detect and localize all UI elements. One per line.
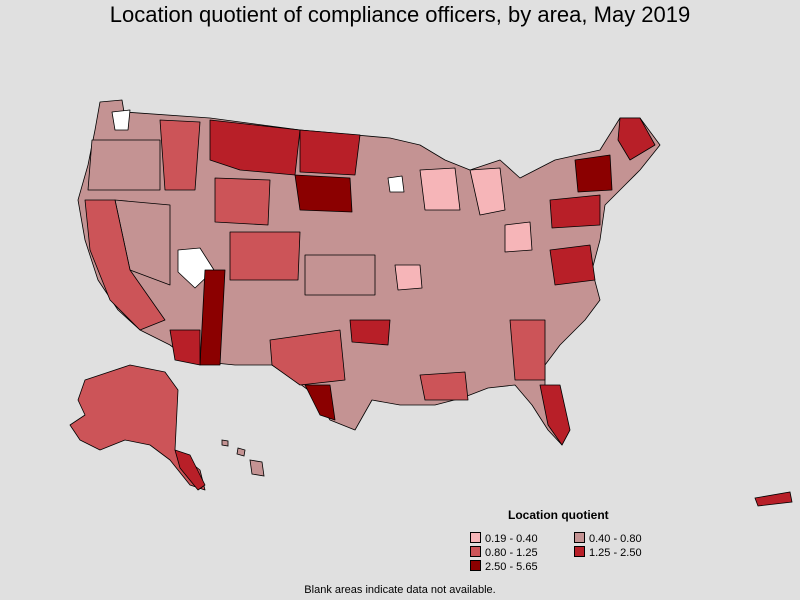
region-michigan-pink: [469, 167, 506, 216]
region-mn-nodata: [387, 175, 405, 193]
region-oregon: [87, 139, 161, 191]
legend-item-2: 0.80 - 1.25: [470, 546, 538, 559]
region-pennsylvania: [549, 194, 601, 229]
hawaii-maui: [236, 447, 246, 457]
region-missouri-pink: [394, 264, 423, 291]
region-ohio-pink: [504, 221, 533, 253]
map-title: Location quotient of compliance officers…: [109, 2, 691, 27]
alaska-panhandle: [174, 449, 206, 491]
region-new-mexico: [199, 269, 226, 366]
region-washington-nodata: [111, 109, 131, 131]
region-idaho: [159, 119, 201, 191]
region-georgia: [509, 319, 546, 381]
legend-swatch: [574, 546, 585, 557]
region-virginia: [549, 244, 596, 286]
legend-title: Location quotient: [508, 508, 609, 522]
region-texas-west: [269, 329, 346, 386]
legend-swatch: [574, 532, 585, 543]
legend-swatch: [470, 546, 481, 557]
legend-item-1: 0.40 - 0.80: [574, 532, 642, 545]
region-kansas: [304, 254, 376, 296]
hawaii-oahu: [221, 439, 229, 447]
alaska: [69, 364, 206, 491]
no-data-note: Blank areas indicate data not available.: [304, 584, 496, 596]
region-texas-south: [304, 384, 336, 421]
region-new-york: [574, 154, 613, 193]
region-oklahoma: [349, 319, 391, 346]
legend-item-4: 2.50 - 5.65: [470, 560, 538, 573]
region-colorado: [229, 231, 301, 281]
legend-swatch: [470, 560, 481, 571]
region-florida: [539, 384, 571, 446]
legend-swatch: [470, 532, 481, 543]
legend-item-0: 0.19 - 0.40: [470, 532, 538, 545]
region-maine: [617, 117, 656, 161]
region-south-dakota: [294, 174, 353, 213]
legend-item-3: 1.25 - 2.50: [574, 546, 642, 559]
region-wisconsin-pink: [419, 167, 461, 211]
region-arizona-south: [169, 329, 201, 366]
region-wyoming: [214, 177, 271, 226]
region-gulf-coast: [419, 371, 469, 401]
region-montana-east: [209, 119, 301, 176]
hawaii-big-island: [249, 459, 265, 477]
region-north-dakota: [299, 129, 361, 176]
puerto-rico: [754, 491, 793, 507]
region-california: [84, 199, 166, 331]
